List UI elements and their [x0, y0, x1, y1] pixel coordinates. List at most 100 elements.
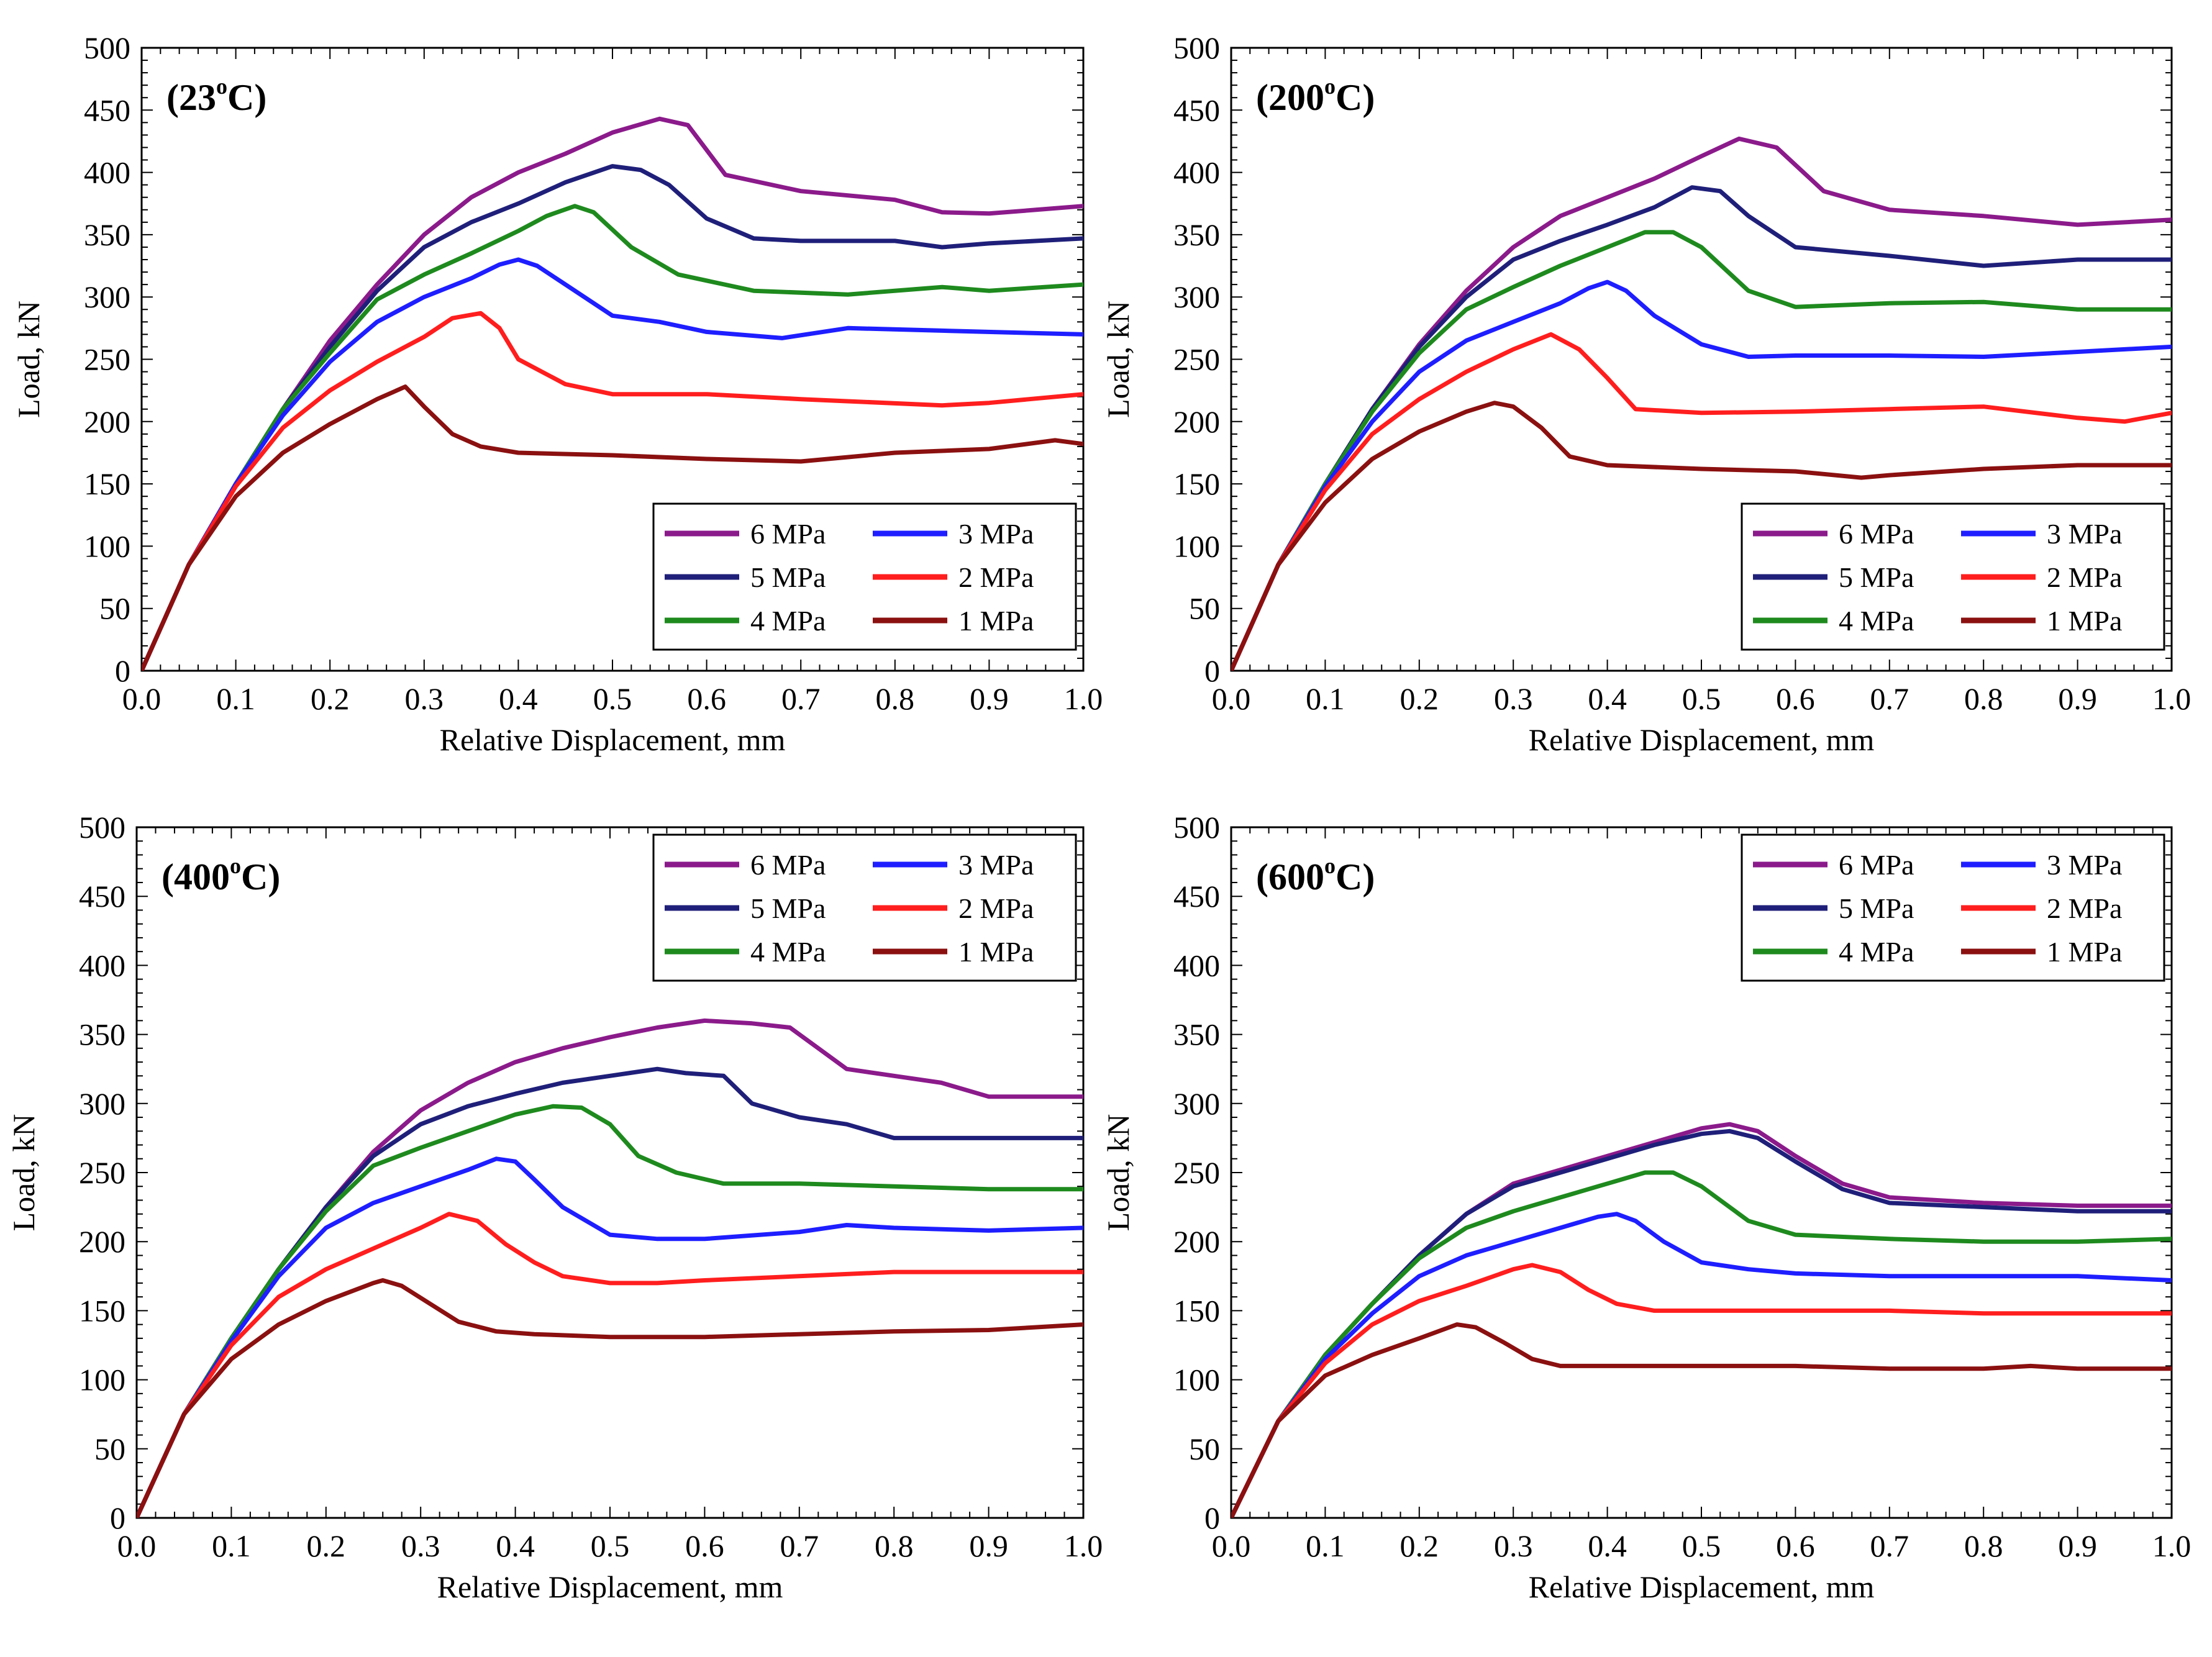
- x-tick-label: 0.7: [781, 681, 821, 716]
- x-tick-label: 0.9: [2058, 681, 2097, 716]
- y-tick-label: 100: [84, 529, 130, 563]
- legend-label: 1 MPa: [958, 936, 1034, 968]
- x-tick-label: 0.8: [1964, 681, 2003, 716]
- y-tick-label: 50: [99, 591, 130, 626]
- y-tick-label: 50: [1189, 591, 1220, 626]
- y-tick-label: 100: [1173, 1363, 1220, 1397]
- x-tick-label: 0.9: [2058, 1528, 2097, 1563]
- series-line-2-mpa: [137, 1212, 1083, 1518]
- x-tick-label: 0.5: [591, 1528, 630, 1563]
- panel-title-value: (23: [166, 77, 216, 118]
- legend-label: 6 MPa: [1839, 849, 1914, 881]
- y-tick-label: 300: [1173, 279, 1220, 314]
- legend-label: 3 MPa: [2047, 849, 2122, 881]
- legend-label: 4 MPa: [1839, 605, 1914, 637]
- legend-label: 3 MPa: [958, 849, 1034, 881]
- x-tick-label: 0.6: [687, 681, 726, 716]
- x-tick-label: 0.1: [1306, 681, 1345, 716]
- x-axis-title: Relative Displacement, mm: [1529, 1569, 1875, 1604]
- panel-title: (200oC): [1256, 74, 1375, 118]
- y-tick-label: 400: [1173, 155, 1220, 190]
- panel-title-degree: o: [216, 74, 227, 99]
- y-tick-label: 450: [79, 879, 125, 914]
- x-tick-label: 0.7: [1870, 1528, 1909, 1563]
- y-axis-title: Load, kN: [1101, 301, 1136, 418]
- y-tick-label: 350: [1173, 1017, 1220, 1052]
- legend-label: 3 MPa: [958, 518, 1034, 550]
- legend-label: 4 MPa: [750, 605, 826, 637]
- y-axis-title: Load, kN: [11, 301, 46, 418]
- y-tick-label: 300: [1173, 1086, 1220, 1121]
- y-tick-label: 450: [1173, 879, 1220, 914]
- legend-label: 5 MPa: [750, 892, 826, 924]
- y-tick-label: 150: [79, 1293, 125, 1328]
- x-tick-label: 0.0: [1212, 1528, 1251, 1563]
- series-group: [137, 1018, 1083, 1518]
- series-line-3-mpa: [142, 257, 1083, 671]
- panel-title-degree: o: [1324, 853, 1336, 878]
- y-tick-label: 50: [1189, 1432, 1220, 1466]
- y-tick-label: 250: [84, 342, 130, 377]
- legend-label: 1 MPa: [2047, 936, 2122, 968]
- x-tick-label: 0.2: [307, 1528, 346, 1563]
- y-tick-label: 200: [1173, 404, 1220, 439]
- y-tick-label: 500: [1173, 30, 1220, 65]
- series-line-2-mpa: [1231, 1263, 2172, 1518]
- y-tick-label: 250: [79, 1155, 125, 1190]
- x-tick-label: 0.1: [1306, 1528, 1345, 1563]
- x-tick-label: 0.0: [122, 681, 162, 716]
- chart-panel-4: 0.0 0.1 0.2 0.3 0.4 0.5 0.6 0.7 0.8 0.9 1.0 0 50 100 1…: [1101, 810, 2191, 1604]
- y-tick-label: 300: [84, 279, 130, 314]
- x-tick-label: 0.2: [1400, 681, 1439, 716]
- y-tick-label: 0: [1204, 1500, 1220, 1535]
- y-tick-label: 0: [115, 653, 130, 688]
- series-line-1-mpa: [142, 384, 1083, 671]
- series-line-3-mpa: [1231, 1212, 2172, 1518]
- x-tick-label: 0.6: [685, 1528, 724, 1563]
- chart-panel-1: 0.0 0.1 0.2 0.3 0.4 0.5 0.6 0.7 0.8 0.9 1.0 0 50 100 1…: [11, 30, 1103, 757]
- y-tick-label: 400: [1173, 948, 1220, 983]
- x-tick-label: 1.0: [1064, 1528, 1103, 1563]
- y-tick-label: 50: [94, 1432, 125, 1466]
- x-tick-label: 0.4: [499, 681, 538, 716]
- series-line-3-mpa: [1231, 279, 2172, 671]
- x-tick-label: 0.6: [1776, 1528, 1815, 1563]
- y-tick-label: 200: [84, 404, 130, 439]
- series-line-4-mpa: [142, 204, 1083, 671]
- legend-label: 1 MPa: [2047, 605, 2122, 637]
- series-line-1-mpa: [1231, 1322, 2172, 1518]
- series-line-2-mpa: [1231, 332, 2172, 671]
- y-tick-label: 150: [1173, 1293, 1220, 1328]
- panel-title: (400oC): [162, 853, 280, 897]
- legend-label: 1 MPa: [958, 605, 1034, 637]
- legend-label: 2 MPa: [2047, 892, 2122, 924]
- x-tick-label: 0.8: [876, 681, 915, 716]
- x-tick-label: 0.9: [969, 1528, 1008, 1563]
- series-group: [142, 116, 1083, 671]
- panel-title-degree: o: [230, 853, 241, 878]
- legend-label: 5 MPa: [1839, 892, 1914, 924]
- legend: 6 MPa 3 MPa 5 MPa 2 MPa 4 MPa 1 MPa: [1741, 833, 2165, 982]
- x-tick-label: 0.8: [1964, 1528, 2003, 1563]
- series-line-4-mpa: [1231, 230, 2172, 671]
- y-tick-label: 500: [84, 30, 130, 65]
- panel-title-unit: C): [1336, 856, 1375, 897]
- x-tick-label: 0.3: [401, 1528, 440, 1563]
- panel-title-unit: C): [227, 77, 266, 118]
- y-axis-title: Load, kN: [6, 1114, 41, 1232]
- x-tick-label: 0.3: [1494, 681, 1533, 716]
- legend-label: 6 MPa: [1839, 518, 1914, 550]
- panel-title: (23oC): [166, 74, 266, 118]
- x-tick-label: 1.0: [2152, 1528, 2192, 1563]
- y-tick-label: 0: [1204, 653, 1220, 688]
- legend: 6 MPa 3 MPa 5 MPa 2 MPa 4 MPa 1 MPa: [1741, 502, 2165, 651]
- x-tick-label: 0.3: [1494, 1528, 1533, 1563]
- y-tick-label: 450: [1173, 93, 1220, 127]
- series-line-2-mpa: [142, 311, 1083, 671]
- x-tick-label: 1.0: [2152, 681, 2192, 716]
- y-tick-label: 150: [84, 466, 130, 501]
- x-tick-label: 0.9: [970, 681, 1009, 716]
- panel-title-value: (200: [1256, 77, 1324, 118]
- y-tick-label: 450: [84, 93, 130, 127]
